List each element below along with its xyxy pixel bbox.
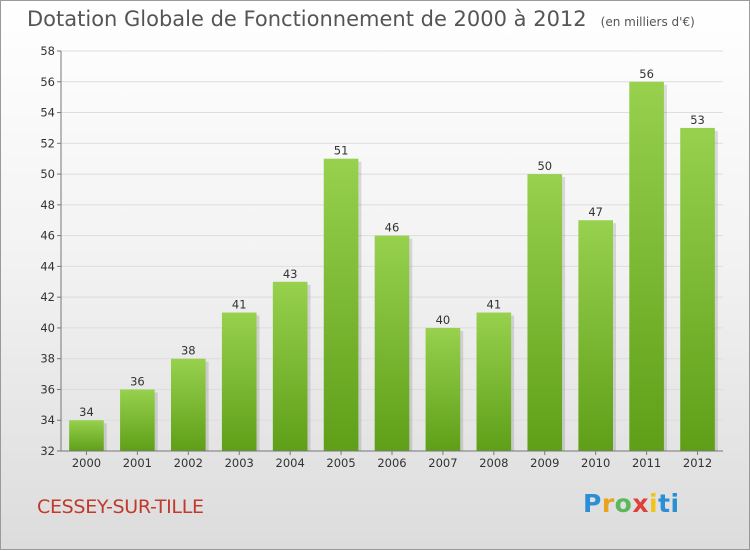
y-tick-label: 50: [40, 167, 55, 181]
proxiti-logo: Proxiti: [583, 489, 680, 518]
commune-name: CESSEY-SUR-TILLE: [37, 496, 204, 518]
bar-2000: [69, 420, 104, 451]
value-label-2000: 34: [79, 405, 94, 419]
bar-2006: [374, 235, 410, 451]
chart-title: Dotation Globale de Fonctionnement de 20…: [27, 7, 695, 31]
y-tick-label: 36: [40, 382, 55, 396]
value-label-2009: 50: [537, 159, 552, 173]
x-tick-label-2011: 2011: [632, 456, 661, 470]
y-tick-label: 42: [40, 290, 55, 304]
bar-2011: [629, 81, 664, 452]
y-tick-label: 34: [40, 413, 55, 427]
y-tick-label: 48: [40, 198, 55, 212]
x-tick-label-2002: 2002: [174, 456, 203, 470]
x-tick-label-2001: 2001: [123, 456, 152, 470]
bar-shadow: [714, 130, 718, 451]
bar-2001: [120, 389, 155, 451]
axes: [57, 50, 723, 455]
bar-2005: [323, 158, 359, 451]
bar-shadow: [154, 392, 158, 451]
bar-2003: [221, 312, 257, 451]
x-tick-label-2003: 2003: [225, 456, 254, 470]
x-tick-label-2008: 2008: [479, 456, 508, 470]
value-label-2003: 41: [232, 298, 247, 312]
chart-subtitle: (en milliers d'€): [600, 15, 695, 29]
value-label-2005: 51: [334, 144, 349, 158]
bar-shadow: [663, 84, 667, 452]
value-label-2001: 36: [130, 374, 145, 388]
y-tick-label: 52: [40, 136, 55, 150]
x-tick-label-2005: 2005: [326, 456, 355, 470]
value-label-2012: 53: [690, 113, 705, 127]
y-tick-label: 40: [40, 321, 55, 335]
bar-2004: [272, 281, 308, 451]
x-tick-label-2000: 2000: [72, 456, 101, 470]
value-label-2011: 56: [639, 67, 654, 81]
y-tick-label: 32: [40, 444, 55, 458]
x-tick-label-2004: 2004: [276, 456, 305, 470]
bar-shadow: [562, 177, 566, 452]
bar-shadow: [103, 423, 107, 451]
bar-2012: [680, 127, 715, 451]
bar-2009: [527, 174, 563, 452]
y-tick-label: 44: [40, 259, 55, 273]
bar-shadow: [460, 330, 464, 451]
bar-shadow: [409, 238, 413, 451]
y-tick-label: 38: [40, 352, 55, 366]
x-tick-label-2012: 2012: [683, 456, 712, 470]
y-tick-label: 58: [40, 44, 55, 58]
bar-shadow: [358, 161, 362, 451]
bar-shadow: [256, 315, 260, 451]
x-tick-label-2007: 2007: [428, 456, 457, 470]
bar-2008: [476, 312, 512, 451]
labels: 32 34 36 38 40 42 44 46 48 50 52 54 56 58 34 2000 36 2001…: [40, 44, 712, 470]
value-label-2007: 40: [436, 313, 451, 327]
bar-2010: [578, 220, 614, 451]
y-tick-label: 54: [40, 106, 55, 120]
value-label-2010: 47: [588, 205, 603, 219]
x-tick-label-2006: 2006: [377, 456, 406, 470]
x-tick-label-2010: 2010: [581, 456, 610, 470]
bar-2007: [425, 327, 461, 451]
value-label-2004: 43: [283, 267, 298, 281]
bar-shadow: [307, 284, 311, 451]
chart-title-text: Dotation Globale de Fonctionnement de 20…: [27, 7, 587, 31]
x-tick-label-2009: 2009: [530, 456, 559, 470]
bar-shadow: [613, 223, 617, 451]
bars: [69, 81, 718, 452]
bar-shadow: [205, 361, 209, 451]
y-tick-label: 56: [40, 75, 55, 89]
bar-shadow: [511, 315, 515, 451]
value-label-2006: 46: [385, 221, 400, 235]
value-label-2008: 41: [487, 298, 502, 312]
value-label-2002: 38: [181, 344, 196, 358]
bar-2002: [170, 358, 206, 451]
y-tick-label: 46: [40, 229, 55, 243]
